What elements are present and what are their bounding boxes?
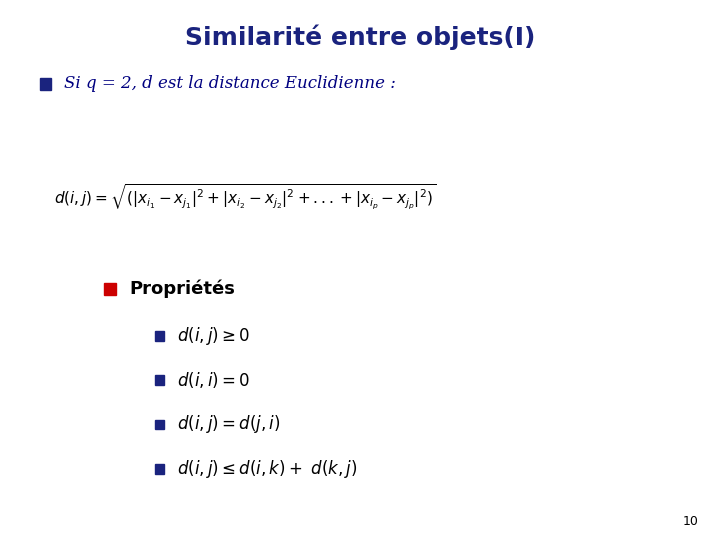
- Text: $d(i,j)=\sqrt{(|x_{i_1}-x_{j_1}|^2+|x_{i_2}-x_{j_2}|^2+...+|x_{i_p}-x_{j_p}|^2)}: $d(i,j)=\sqrt{(|x_{i_1}-x_{j_1}|^2+|x_{i…: [54, 183, 436, 212]
- Bar: [40, 78, 51, 90]
- Bar: [155, 331, 164, 341]
- Text: $d(i,j)\leq d(i,k)+\ d(k,j)$: $d(i,j)\leq d(i,k)+\ d(k,j)$: [177, 458, 358, 480]
- Bar: [104, 283, 116, 295]
- Text: Si q = 2, d est la distance Euclidienne :: Si q = 2, d est la distance Euclidienne …: [64, 75, 396, 92]
- Text: 10: 10: [683, 515, 698, 528]
- Text: Similarité entre objets(I): Similarité entre objets(I): [185, 24, 535, 50]
- Bar: [155, 420, 164, 429]
- Text: $d(i,i) = 0$: $d(i,i) = 0$: [177, 370, 251, 390]
- Text: $d(i,j) = d(j,i)$: $d(i,j) = d(j,i)$: [177, 414, 281, 435]
- Text: $d(i,j)\geq 0$: $d(i,j)\geq 0$: [177, 325, 251, 347]
- Text: Propriétés: Propriétés: [129, 280, 235, 298]
- Bar: [155, 375, 164, 385]
- Bar: [155, 464, 164, 474]
